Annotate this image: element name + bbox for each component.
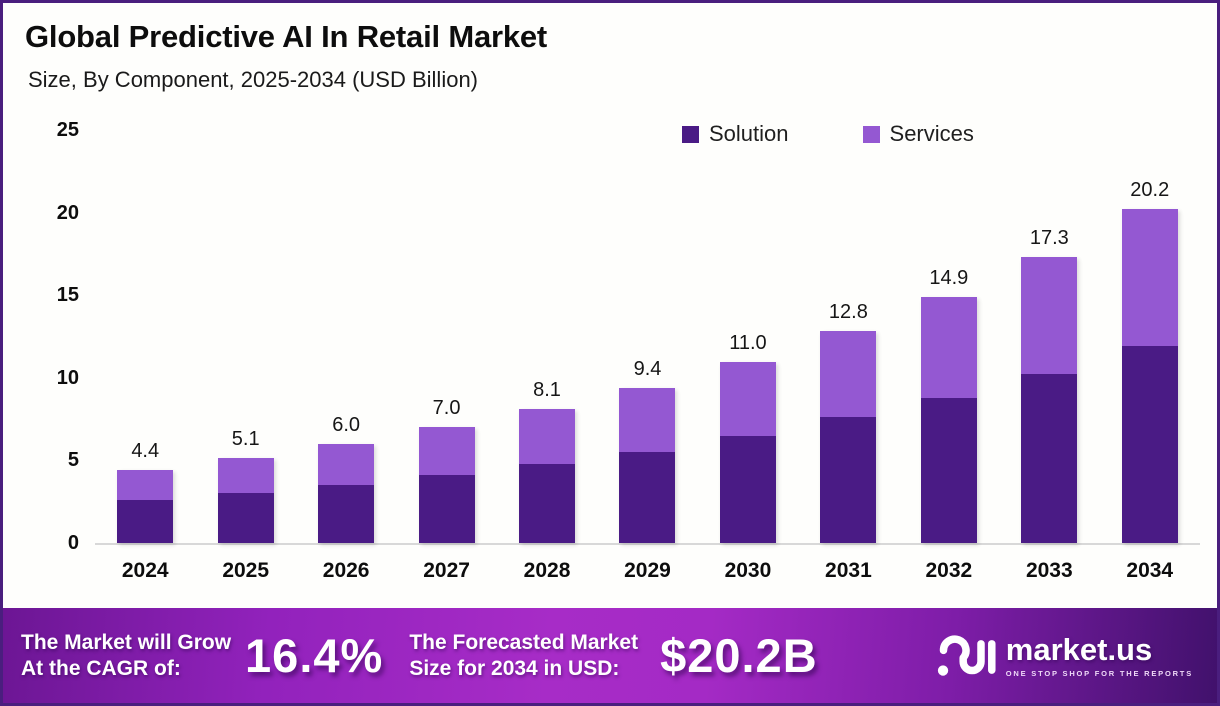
bar-segment-services xyxy=(519,409,576,464)
bar-group: 7.0 xyxy=(418,397,475,543)
legend-item-solution: Solution xyxy=(682,121,789,147)
x-axis-label: 2033 xyxy=(1025,559,1073,582)
bar-total-label: 7.0 xyxy=(432,397,461,419)
bar-stack xyxy=(920,297,977,543)
forecast-label: The Forecasted Market Size for 2034 in U… xyxy=(409,630,638,681)
bar-total-label: 20.2 xyxy=(1130,179,1170,201)
bar-stack xyxy=(719,362,776,543)
bar-stack xyxy=(1021,257,1078,543)
x-axis-label: 2026 xyxy=(322,559,370,582)
bar-stack xyxy=(820,331,877,543)
bar-group: 14.9 xyxy=(920,267,977,543)
bar-total-label: 9.4 xyxy=(633,358,662,380)
bar-stack xyxy=(1121,209,1178,543)
stats-banner: The Market will Grow At the CAGR of: 16.… xyxy=(3,608,1217,703)
bar-segment-services xyxy=(820,331,877,417)
legend: Solution Services xyxy=(682,121,974,147)
x-axis-label: 2028 xyxy=(523,559,571,582)
bar-segment-solution xyxy=(1021,374,1078,543)
y-tick: 5 xyxy=(67,449,79,472)
bar-group: 12.8 xyxy=(820,301,877,543)
cagr-label-line1: The Market will Grow xyxy=(21,630,232,654)
bar-segment-services xyxy=(1121,209,1178,346)
bar-segment-solution xyxy=(920,398,977,543)
x-axis-label: 2025 xyxy=(222,559,270,582)
x-axis-label: 2030 xyxy=(724,559,772,582)
bar-stack xyxy=(318,444,375,543)
bar-group: 11.0 xyxy=(719,332,776,543)
bar-group: 8.1 xyxy=(519,379,576,543)
bar-segment-solution xyxy=(318,485,375,543)
y-tick: 15 xyxy=(56,284,79,307)
bar-segment-services xyxy=(418,427,475,475)
logo-tagline: ONE STOP SHOP FOR THE REPORTS xyxy=(1005,668,1193,678)
x-axis-label: 2029 xyxy=(624,559,671,582)
x-axis-labels: 2024 2025 2026 2027 2028 2029 2030 2031 2032 2033… xyxy=(95,559,1200,583)
bar-segment-services xyxy=(1021,257,1078,374)
x-axis-label: 2032 xyxy=(925,559,973,582)
bar-total-label: 14.9 xyxy=(929,267,969,289)
bar-segment-services xyxy=(217,458,274,493)
bar-total-label: 11.0 xyxy=(729,332,767,354)
bar-total-label: 4.4 xyxy=(131,440,160,462)
bar-segment-solution xyxy=(217,493,274,543)
y-tick: 20 xyxy=(56,201,79,224)
y-tick: 25 xyxy=(56,119,79,141)
legend-label: Services xyxy=(889,121,974,146)
bar-stack xyxy=(117,470,174,543)
cagr-label: The Market will Grow At the CAGR of: xyxy=(21,630,231,681)
bar-group: 4.4 xyxy=(117,440,174,543)
chart-subtitle: Size, By Component, 2025-2034 (USD Billi… xyxy=(28,67,479,92)
cagr-label-line2: At the CAGR of: xyxy=(21,656,181,680)
x-axis-label: 2027 xyxy=(423,559,470,582)
plot-area: 4.4 5.1 6.0 7.0 8.1 9.4 11.0 12.8 14.9 17.3 20.2 xyxy=(95,123,1200,545)
bar-group: 17.3 xyxy=(1021,227,1078,543)
logo-text-block: market.us ONE STOP SHOP FOR THE REPORTS xyxy=(1006,634,1193,678)
bar-group: 5.1 xyxy=(217,428,274,543)
chart-title: Global Predictive AI In Retail Market xyxy=(25,19,548,54)
forecast-label-line1: The Forecasted Market xyxy=(409,630,639,654)
x-axis-label: 2031 xyxy=(825,559,872,582)
bar-stack xyxy=(217,458,274,543)
bar-stack xyxy=(519,409,576,543)
x-axis-label: 2024 xyxy=(121,559,169,582)
logo-wordmark: market.us xyxy=(1005,631,1153,667)
bar-segment-solution xyxy=(1121,346,1178,543)
bar-total-label: 6.0 xyxy=(332,414,361,436)
bar-total-label: 12.8 xyxy=(828,301,868,323)
cagr-value: 16.4% xyxy=(245,629,384,682)
y-tick: 10 xyxy=(56,366,79,389)
legend-label: Solution xyxy=(709,121,789,146)
bar-stack xyxy=(619,388,676,543)
marketus-logo: market.us ONE STOP SHOP FOR THE REPORTS xyxy=(936,631,1193,681)
forecast-label-line2: Size for 2034 in USD: xyxy=(409,656,620,680)
bar-segment-solution xyxy=(117,500,174,543)
bar-segment-solution xyxy=(519,464,576,543)
y-tick: 0 xyxy=(67,532,79,554)
bar-segment-solution xyxy=(619,452,676,543)
bar-segment-solution xyxy=(719,436,776,543)
bar-segment-solution xyxy=(418,475,475,543)
bar-total-label: 17.3 xyxy=(1029,227,1069,249)
bar-group: 20.2 xyxy=(1121,179,1178,543)
forecast-value: $20.2B xyxy=(660,629,818,682)
bar-total-label: 8.1 xyxy=(533,379,561,401)
x-axis-label: 2034 xyxy=(1126,559,1174,582)
legend-item-services: Services xyxy=(862,121,974,147)
bar-group: 6.0 xyxy=(318,414,375,543)
bar-segment-solution xyxy=(820,417,877,543)
bar-stack xyxy=(418,427,475,543)
marketus-logo-icon xyxy=(937,635,996,676)
bar-segment-services xyxy=(719,362,776,436)
bar-segment-services xyxy=(318,444,375,485)
bar-segment-services xyxy=(117,470,174,500)
bar-segment-services xyxy=(920,297,977,398)
bar-total-label: 5.1 xyxy=(231,428,260,450)
legend-swatch-services xyxy=(862,125,880,143)
bar-group: 9.4 xyxy=(619,358,676,543)
legend-swatch-solution xyxy=(682,125,699,143)
bar-segment-services xyxy=(619,388,676,452)
